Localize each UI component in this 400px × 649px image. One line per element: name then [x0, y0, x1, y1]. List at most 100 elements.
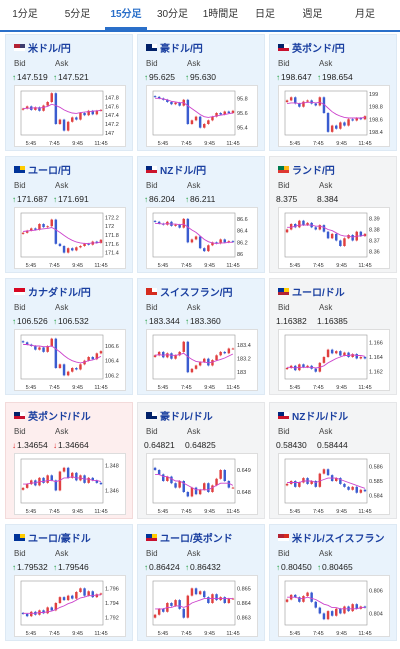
candle-body — [227, 241, 231, 243]
tab-2[interactable]: 15分足 — [105, 0, 147, 30]
tab-5[interactable]: 日足 — [255, 9, 275, 20]
candle-body — [182, 218, 185, 228]
bid-value: ↓1.34654 — [12, 440, 48, 450]
mini-candlestick-chart[interactable]: 106.6 106.4 106.2 5:45 7:45 9:45 11:45 — [14, 329, 126, 391]
candle-body — [302, 220, 305, 226]
currency-pair-label[interactable]: ユーロ/円 — [28, 165, 71, 177]
mini-candlestick-chart[interactable]: 0.865 0.864 0.863 5:45 7:45 9:45 11:45 — [146, 575, 258, 637]
candle-body — [162, 351, 165, 358]
mini-candlestick-chart[interactable]: 183.4 183.2 183 5:45 7:45 9:45 11:45 — [146, 329, 258, 391]
mini-candlestick-chart[interactable]: 172.2 172 171.8 171.6 171.4 5:45 7:45 9:45 11:45 — [14, 207, 126, 269]
tab-6[interactable]: 週足 — [302, 9, 323, 20]
moving-average-line — [23, 103, 101, 114]
rate-card[interactable]: ランド/円 Bid Ask 8.375 8.384 8.39 8.38 8.37 8.… — [269, 156, 397, 273]
tab-7[interactable]: 月足 — [355, 9, 375, 20]
currency-pair-label[interactable]: 米ドル/円 — [28, 43, 71, 55]
candle-body — [219, 113, 222, 115]
tab-1[interactable]: 5分足 — [64, 9, 91, 20]
candle-body — [58, 364, 62, 368]
ask-label: Ask — [187, 303, 201, 312]
candle-body — [314, 481, 317, 487]
currency-pair-label[interactable]: 米ドル/スイスフラン — [292, 533, 385, 545]
chart-svg: 199 198.8 198.6 198.4 5:45 7:45 9:45 11:45 — [284, 90, 383, 147]
candle-body — [215, 478, 218, 486]
currency-pair-label[interactable]: ランド/円 — [292, 165, 335, 177]
mini-candlestick-chart[interactable]: 8.39 8.38 8.37 8.36 5:45 7:45 9:45 11:45 — [278, 207, 390, 269]
candle-body — [351, 354, 354, 357]
mini-candlestick-chart[interactable]: 147.8 147.6 147.4 147.2 147 5:45 7:45 9:45 11:45 — [14, 85, 126, 147]
y-tick-label: 0.864 — [237, 601, 251, 607]
currency-flag-icon — [278, 287, 289, 295]
mini-candlestick-chart[interactable]: 199 198.8 198.6 198.4 5:45 7:45 9:45 11:45 — [278, 85, 390, 147]
mini-candlestick-chart[interactable]: 0.586 0.585 0.584 5:45 7:45 9:45 11:45 — [278, 453, 390, 515]
rate-card[interactable]: ユーロ/英ポンド Bid Ask ↑0.86424 ↑0.86432 0.865… — [137, 524, 265, 641]
currency-flag-icon — [146, 165, 157, 173]
rate-card[interactable]: カナダドル/円 Bid Ask ↑106.526 ↑106.532 106.6 1… — [5, 278, 133, 395]
rate-card[interactable]: 米ドル/円 Bid Ask ↑147.519 ↑147.521 147.8 147… — [5, 34, 133, 151]
card-title: カナダドル/円 — [14, 284, 91, 299]
trend-arrow-icon: ↑ — [317, 73, 321, 82]
y-tick-label: 106.6 — [105, 344, 119, 350]
y-tick-label: 172.2 — [105, 215, 119, 221]
tab-4[interactable]: 1時間足 — [202, 9, 239, 20]
currency-pair-label[interactable]: 豪ドル/円 — [160, 43, 203, 55]
candle-body — [95, 241, 99, 243]
x-tick-label: 7:45 — [49, 631, 60, 637]
ask-value: ↑1.79546 — [53, 562, 89, 572]
candle-body — [186, 218, 190, 243]
candle-body — [343, 483, 346, 487]
rate-card[interactable]: 豪ドル/ドル Bid Ask 0.64821 0.64825 0.649 0.64… — [137, 402, 265, 519]
rate-card[interactable]: ユーロ/ドル Bid Ask 1.16382 1.16385 1.166 1.16… — [269, 278, 397, 395]
currency-pair-label[interactable]: NZドル/ドル — [292, 411, 349, 423]
card-title: スイスフラン/円 — [146, 284, 233, 299]
candle-body — [351, 486, 354, 490]
rate-card[interactable]: 豪ドル/円 Bid Ask ↑95.625 ↑95.630 95.8 95.6 95… — [137, 34, 265, 151]
candle-body — [207, 358, 210, 366]
candle-body — [330, 125, 334, 132]
mini-candlestick-chart[interactable]: 1.796 1.794 1.792 5:45 7:45 9:45 11:45 — [14, 575, 126, 637]
currency-pair-label[interactable]: NZドル/円 — [160, 165, 207, 177]
ask-label: Ask — [319, 181, 333, 190]
x-tick-label: 7:45 — [313, 385, 324, 391]
x-tick-label: 11:45 — [358, 631, 371, 637]
mini-candlestick-chart[interactable]: 95.8 95.6 95.4 5:45 7:45 9:45 11:45 — [146, 85, 258, 147]
candle-body — [335, 233, 338, 241]
currency-pair-label[interactable]: 英ポンド/円 — [292, 43, 345, 55]
rate-card[interactable]: ユーロ/円 Bid Ask ↑171.687 ↑171.691 172.2 172… — [5, 156, 133, 273]
x-tick-label: 5:45 — [26, 263, 37, 269]
candle-body — [79, 588, 82, 592]
tab-0[interactable]: 1分足 — [12, 9, 38, 20]
candle-body — [79, 246, 82, 248]
rate-card[interactable]: NZドル/ドル Bid Ask 0.58430 0.58444 0.586 0.5… — [269, 402, 397, 519]
x-tick-label: 9:45 — [336, 509, 347, 515]
plot-frame — [152, 212, 236, 258]
rate-card[interactable]: 英ポンド/ドル Bid Ask ↓1.34654 ↓1.34664 1.348 1… — [5, 402, 133, 519]
candle-body — [21, 341, 25, 343]
mini-candlestick-chart[interactable]: 1.166 1.164 1.162 5:45 7:45 9:45 11:45 — [278, 329, 390, 391]
chart-svg: 0.865 0.864 0.863 5:45 7:45 9:45 11:45 — [152, 580, 251, 637]
tab-3[interactable]: 30分足 — [156, 9, 189, 20]
mini-candlestick-chart[interactable]: 1.348 1.346 5:45 7:45 9:45 11:45 — [14, 453, 126, 515]
candle-body — [157, 96, 161, 99]
candle-body — [194, 116, 198, 121]
currency-pair-label[interactable]: ユーロ/ドル — [292, 287, 345, 299]
candle-body — [83, 588, 86, 596]
currency-pair-label[interactable]: ユーロ/豪ドル — [28, 533, 91, 545]
y-tick-label: 86 — [237, 252, 243, 258]
rate-card[interactable]: ユーロ/豪ドル Bid Ask ↑1.79532 ↑1.79546 1.796 1… — [5, 524, 133, 641]
rate-card[interactable]: 英ポンド/円 Bid Ask ↑198.647 ↑198.654 199 198.… — [269, 34, 397, 151]
mini-candlestick-chart[interactable]: 0.649 0.648 5:45 7:45 9:45 11:45 — [146, 453, 258, 515]
candle-body — [54, 603, 58, 611]
currency-pair-label[interactable]: カナダドル/円 — [28, 287, 91, 299]
mini-candlestick-chart[interactable]: 0.806 0.804 5:45 7:45 9:45 11:45 — [278, 575, 390, 637]
rate-card[interactable]: 米ドル/スイスフラン Bid Ask ↑0.80450 ↑0.80465 0.8… — [269, 524, 397, 641]
currency-pair-label[interactable]: スイスフラン/円 — [160, 287, 233, 299]
rate-card[interactable]: NZドル/円 Bid Ask ↑86.204 ↑86.211 86.6 86.4 8… — [137, 156, 265, 273]
currency-pair-label[interactable]: ユーロ/英ポンド — [160, 533, 233, 545]
card-title: 英ポンド/円 — [278, 40, 345, 55]
currency-pair-label[interactable]: 英ポンド/ドル — [28, 411, 91, 423]
candle-body — [170, 476, 173, 484]
currency-pair-label[interactable]: 豪ドル/ドル — [160, 411, 213, 423]
rate-card[interactable]: スイスフラン/円 Bid Ask ↑183.344 ↑183.360 183.4… — [137, 278, 265, 395]
mini-candlestick-chart[interactable]: 86.6 86.4 86.2 86 5:45 7:45 9:45 11:45 — [146, 207, 258, 269]
